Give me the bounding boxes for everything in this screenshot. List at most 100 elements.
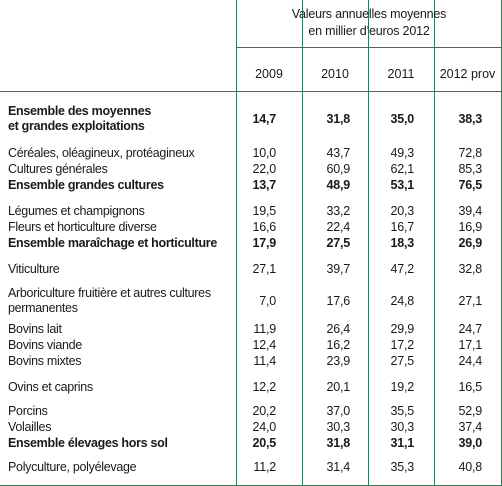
row-label-line-1: Bovins mixtes — [8, 354, 82, 368]
value-cell-2009: 14,7 — [252, 112, 276, 126]
column-divider — [236, 0, 237, 486]
value-cell-2012-prov: 72,8 — [458, 146, 482, 160]
value-cell-2009: 19,5 — [252, 204, 276, 218]
value-cell-2010: 23,9 — [326, 354, 350, 368]
row-label-line-1: Arboriculture fruitière et autres cultur… — [8, 286, 211, 300]
value-cell-2011: 35,0 — [390, 112, 414, 126]
row-label-line-1: Ensemble élevages hors sol — [8, 436, 168, 450]
header-divider — [236, 47, 502, 48]
value-cell-2011: 20,3 — [390, 204, 414, 218]
value-cell-2010: 39,7 — [326, 262, 350, 276]
row-label-line-1: Ensemble grandes cultures — [8, 178, 164, 192]
value-cell-2009: 22,0 — [252, 162, 276, 176]
row-label-line-1: Ensemble maraîchage et horticulture — [8, 236, 218, 250]
value-cell-2010: 16,2 — [326, 338, 350, 352]
row-label: Arboriculture fruitière et autres cultur… — [8, 286, 234, 316]
year-header-2012-prov: 2012 prov — [439, 67, 496, 81]
value-cell-2012-prov: 26,9 — [458, 236, 482, 250]
value-cell-2009: 24,0 — [252, 420, 276, 434]
row-label: Ensemble élevages hors sol — [8, 436, 234, 451]
value-cell-2011: 30,3 — [390, 420, 414, 434]
row-label-line-1: Volailles — [8, 420, 52, 434]
value-cell-2009: 27,1 — [252, 262, 276, 276]
row-label: Céréales, oléagineux, protéagineux — [8, 146, 234, 161]
value-cell-2011: 24,8 — [390, 294, 414, 308]
value-cell-2012-prov: 52,9 — [458, 404, 482, 418]
value-cell-2011: 35,3 — [390, 460, 414, 474]
row-label-line-1: Céréales, oléagineux, protéagineux — [8, 146, 195, 160]
value-cell-2009: 7,0 — [259, 294, 276, 308]
row-label-line-1: Cultures générales — [8, 162, 108, 176]
value-cell-2009: 11,2 — [253, 460, 276, 474]
value-cell-2011: 17,2 — [390, 338, 414, 352]
value-cell-2012-prov: 17,1 — [458, 338, 482, 352]
value-cell-2012-prov: 85,3 — [458, 162, 482, 176]
value-cell-2010: 31,4 — [326, 460, 350, 474]
value-cell-2011: 49,3 — [390, 146, 414, 160]
row-label: Volailles — [8, 420, 234, 435]
value-cell-2010: 37,0 — [326, 404, 350, 418]
row-label-line-1: Viticulture — [8, 262, 60, 276]
value-cell-2011: 16,7 — [390, 220, 414, 234]
row-label-line-1: Ensemble des moyennes — [8, 104, 152, 118]
value-cell-2009: 10,0 — [252, 146, 276, 160]
value-cell-2009: 20,5 — [252, 436, 276, 450]
value-cell-2011: 53,1 — [390, 178, 414, 192]
year-header-2010: 2010 — [321, 67, 349, 81]
value-cell-2012-prov: 16,9 — [458, 220, 482, 234]
value-cell-2011: 27,5 — [390, 354, 414, 368]
row-label: Ovins et caprins — [8, 380, 234, 395]
value-cell-2012-prov: 16,5 — [458, 380, 482, 394]
year-header-2011: 2011 — [387, 67, 415, 81]
value-cell-2012-prov: 39,0 — [458, 436, 482, 450]
header-divider — [0, 91, 502, 92]
value-cell-2009: 16,6 — [252, 220, 276, 234]
value-cell-2012-prov: 40,8 — [458, 460, 482, 474]
value-cell-2009: 11,4 — [253, 354, 276, 368]
value-cell-2011: 35,5 — [390, 404, 414, 418]
value-cell-2009: 17,9 — [252, 236, 276, 250]
value-cell-2009: 12,2 — [252, 380, 276, 394]
value-cell-2009: 13,7 — [252, 178, 276, 192]
value-cell-2010: 31,8 — [326, 436, 350, 450]
value-cell-2010: 33,2 — [326, 204, 350, 218]
value-cell-2010: 31,8 — [326, 112, 350, 126]
value-cell-2011: 18,3 — [390, 236, 414, 250]
year-header-2009: 2009 — [255, 67, 283, 81]
row-label: Ensemble grandes cultures — [8, 178, 234, 193]
row-label: Cultures générales — [8, 162, 234, 177]
row-label-line-1: Ovins et caprins — [8, 380, 93, 394]
value-cell-2012-prov: 24,4 — [458, 354, 482, 368]
value-cell-2012-prov: 24,7 — [458, 322, 482, 336]
row-label-line-1: Fleurs et horticulture diverse — [8, 220, 157, 234]
row-label-line-1: Légumes et champignons — [8, 204, 145, 218]
value-cell-2011: 29,9 — [390, 322, 414, 336]
value-cell-2011: 62,1 — [390, 162, 414, 176]
column-divider — [302, 0, 303, 486]
row-label: Viticulture — [8, 262, 234, 277]
row-label: Fleurs et horticulture diverse — [8, 220, 234, 235]
value-cell-2012-prov: 32,8 — [458, 262, 482, 276]
row-label: Bovins viande — [8, 338, 234, 353]
value-cell-2010: 30,3 — [326, 420, 350, 434]
title-line-2: en millier d’euros 2012 — [308, 24, 430, 38]
value-cell-2010: 22,4 — [326, 220, 350, 234]
value-cell-2012-prov: 76,5 — [458, 178, 482, 192]
value-cell-2010: 48,9 — [326, 178, 350, 192]
title-line-1: Valeurs annuelles moyennes — [291, 7, 447, 21]
value-cell-2010: 26,4 — [326, 322, 350, 336]
value-cell-2010: 60,9 — [326, 162, 350, 176]
value-cell-2011: 19,2 — [390, 380, 414, 394]
row-label-line-2: et grandes exploitations — [8, 119, 145, 133]
value-cell-2011: 31,1 — [390, 436, 414, 450]
table-title: Valeurs annuelles moyennes en millier d’… — [236, 6, 502, 40]
row-label: Ensemble maraîchage et horticulture — [8, 236, 234, 251]
column-divider — [434, 0, 435, 486]
row-label: Légumes et champignons — [8, 204, 234, 219]
value-cell-2010: 27,5 — [326, 236, 350, 250]
row-label-line-1: Bovins viande — [8, 338, 82, 352]
row-label-line-1: Polyculture, polyélevage — [8, 460, 137, 474]
row-label: Porcins — [8, 404, 234, 419]
row-label: Ensemble des moyennes et grandes exploita… — [8, 104, 234, 134]
